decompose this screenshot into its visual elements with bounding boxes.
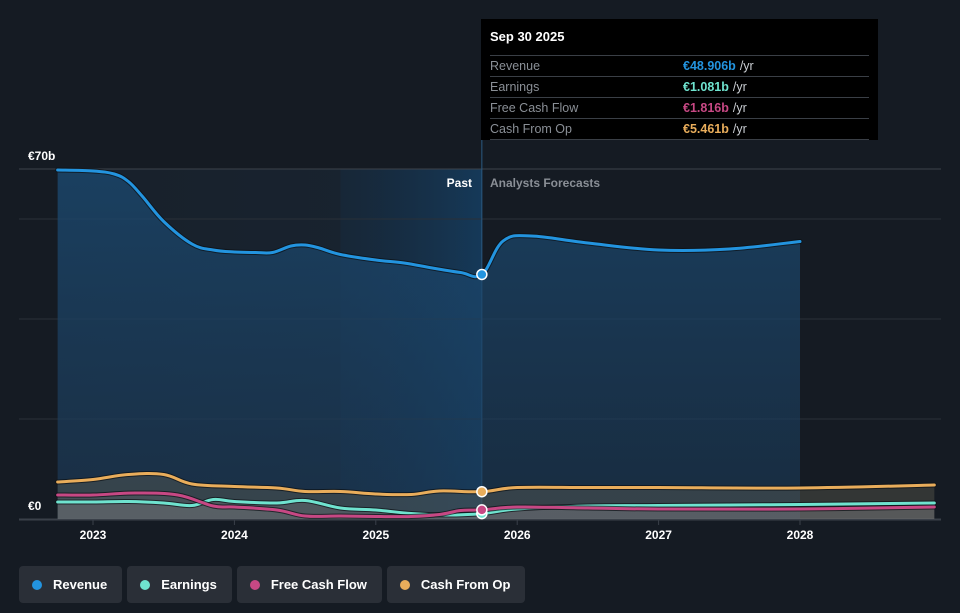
y-tick-label-zero: €0 xyxy=(28,499,42,513)
x-tick-label: 2024 xyxy=(221,528,248,542)
revenue-area xyxy=(57,170,800,519)
x-tick-label: 2028 xyxy=(787,528,814,542)
legend-label: Earnings xyxy=(161,577,217,592)
tooltip-value: €1.816b xyxy=(683,101,729,115)
legend-label: Free Cash Flow xyxy=(270,577,367,592)
tooltip-value: €5.461b xyxy=(683,122,729,136)
x-tick-label: 2025 xyxy=(362,528,389,542)
tooltip-row-earnings: Earnings €1.081b /yr xyxy=(490,77,869,98)
forecast-label: Analysts Forecasts xyxy=(490,176,600,190)
tooltip-row-free-cash-flow: Free Cash Flow €1.816b /yr xyxy=(490,98,869,119)
revenue-marker xyxy=(476,268,488,281)
tooltip-label: Cash From Op xyxy=(490,122,572,136)
tooltip-label: Earnings xyxy=(490,80,540,94)
tooltip-label: Revenue xyxy=(490,59,541,73)
tooltip-unit: /yr xyxy=(732,122,747,136)
legend: Revenue Earnings Free Cash Flow Cash Fro… xyxy=(19,566,526,603)
legend-item-revenue[interactable]: Revenue xyxy=(19,566,123,603)
tooltip-label: Free Cash Flow xyxy=(490,101,579,115)
cash-from-op-dot-icon xyxy=(399,579,410,590)
revenue-line xyxy=(56,168,802,279)
cash-from-op-line xyxy=(56,472,936,497)
x-tick-label: 2027 xyxy=(645,528,672,542)
tooltip-unit: /yr xyxy=(732,80,747,94)
free-cash-flow-marker xyxy=(476,504,488,516)
tooltip: Sep 30 2025 Revenue €48.906b /yr Earning… xyxy=(481,19,878,140)
y-tick-label-max: €70b xyxy=(28,149,55,163)
legend-item-cash-from-op[interactable]: Cash From Op xyxy=(386,566,526,603)
free-cash-flow-dot-icon xyxy=(249,579,260,590)
x-tick-label: 2026 xyxy=(504,528,531,542)
earnings-line xyxy=(56,497,936,517)
tooltip-value: €1.081b xyxy=(683,80,729,94)
free-cash-flow-line xyxy=(56,491,936,519)
past-label: Past xyxy=(447,176,472,190)
legend-item-earnings[interactable]: Earnings xyxy=(127,566,232,603)
legend-label: Revenue xyxy=(53,577,108,592)
revenue-dot-icon xyxy=(32,579,42,590)
cash-from-op-marker xyxy=(476,485,488,498)
tooltip-row-cash-from-op: Cash From Op €5.461b /yr xyxy=(490,119,869,140)
legend-label: Cash From Op xyxy=(420,577,511,592)
tooltip-unit: /yr xyxy=(739,59,754,73)
tooltip-date: Sep 30 2025 xyxy=(490,27,869,56)
legend-item-free-cash-flow[interactable]: Free Cash Flow xyxy=(236,566,382,603)
earnings-dot-icon xyxy=(140,579,151,590)
tooltip-unit: /yr xyxy=(732,101,747,115)
tooltip-row-revenue: Revenue €48.906b /yr xyxy=(490,56,869,77)
tooltip-value: €48.906b xyxy=(683,59,736,73)
chart-canvas: €70b €0 Past Analysts Forecasts 2023 2024… xyxy=(19,140,941,542)
x-tick-label: 2023 xyxy=(80,528,107,542)
